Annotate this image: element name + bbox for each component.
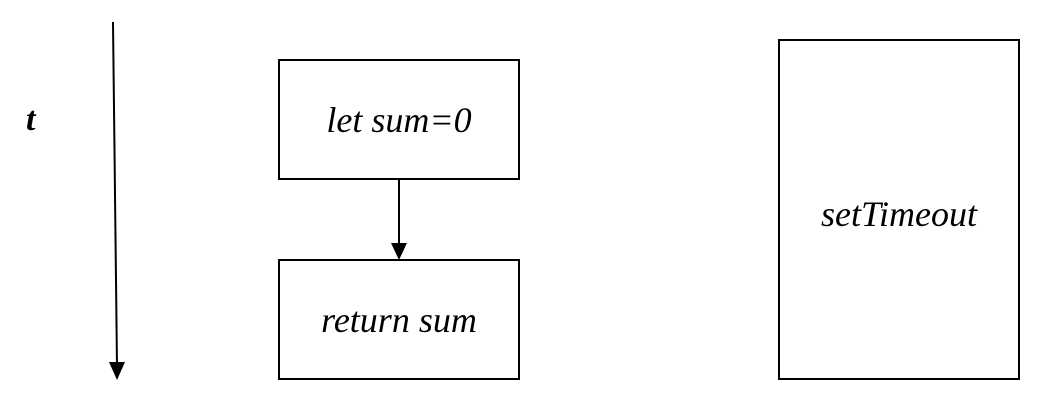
statement-return-text: return sum (321, 299, 477, 340)
time-axis-arrow (109, 21, 125, 380)
statement-init-text: let sum=0 (326, 99, 472, 140)
settimeout-text: setTimeout (820, 194, 977, 234)
flow-arrow (391, 180, 407, 260)
statement-box-init: let sum=0 (278, 59, 520, 180)
time-axis-label: t (26, 101, 36, 138)
settimeout-box: setTimeout (778, 39, 1020, 380)
statement-box-return: return sum (278, 259, 520, 380)
